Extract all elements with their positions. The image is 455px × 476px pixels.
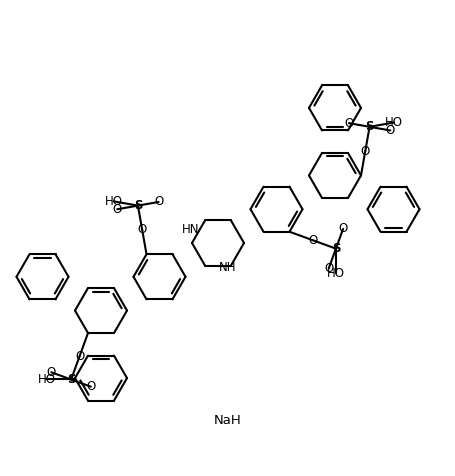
Text: HO: HO xyxy=(327,267,345,280)
Text: S: S xyxy=(332,242,340,255)
Text: O: O xyxy=(308,234,317,247)
Text: HO: HO xyxy=(37,373,56,386)
Text: O: O xyxy=(386,124,395,137)
Text: S: S xyxy=(134,199,142,212)
Text: S: S xyxy=(67,373,76,386)
Text: HO: HO xyxy=(385,116,403,129)
Text: HN: HN xyxy=(182,223,199,236)
Text: O: O xyxy=(344,117,354,129)
Text: NaH: NaH xyxy=(214,414,242,426)
Text: O: O xyxy=(113,203,122,216)
Text: O: O xyxy=(154,196,163,208)
Text: O: O xyxy=(137,223,147,237)
Text: O: O xyxy=(75,350,84,363)
Text: O: O xyxy=(339,222,348,236)
Text: HO: HO xyxy=(105,195,122,208)
Text: S: S xyxy=(365,120,374,133)
Text: O: O xyxy=(47,366,56,379)
Text: NH: NH xyxy=(219,261,237,274)
Text: O: O xyxy=(86,380,96,393)
Text: O: O xyxy=(361,145,370,158)
Text: O: O xyxy=(324,262,334,275)
